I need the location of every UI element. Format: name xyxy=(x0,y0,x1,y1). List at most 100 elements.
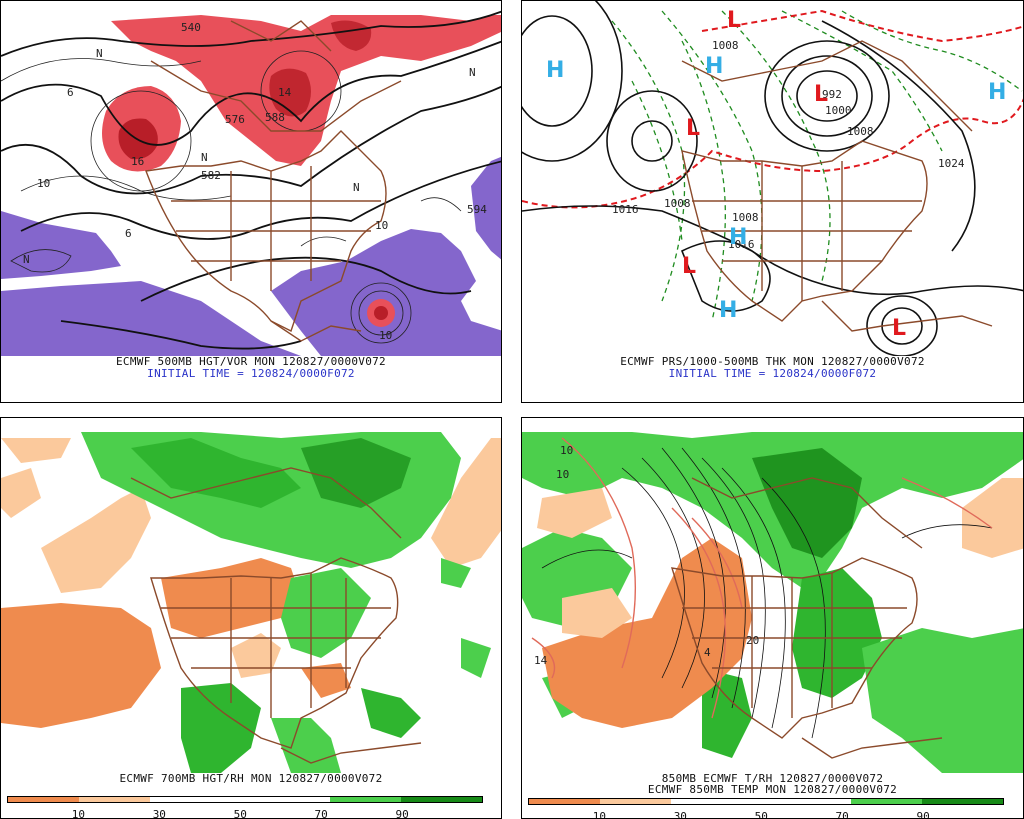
scale-tick: 70 xyxy=(835,810,849,819)
contour-label: 10 xyxy=(556,468,569,481)
moist-area xyxy=(181,683,261,773)
negative-vorticity-area xyxy=(1,211,121,279)
contour-label: 4 xyxy=(704,646,711,659)
scale-tick: 70 xyxy=(314,808,328,819)
dry-area xyxy=(301,663,351,698)
contour-label: 10 xyxy=(560,444,573,457)
panel-850mb-t-rh: 10 10 14 4 20 850MB ECMWF T/RH 120827/00… xyxy=(521,417,1024,819)
isobar-contours xyxy=(522,1,1023,356)
scale-tick: 90 xyxy=(916,810,930,819)
contour-label: 16 xyxy=(131,155,144,168)
low-pressure-marker: L xyxy=(727,8,741,33)
scale-tick: 50 xyxy=(233,808,247,819)
contour-label: N xyxy=(353,181,360,194)
moist-area xyxy=(281,568,371,658)
dry-area xyxy=(231,633,281,678)
scale-tick: 90 xyxy=(395,808,409,819)
contour-label: 10 xyxy=(379,329,392,342)
isobar-label: 992 xyxy=(822,88,842,101)
scale-tick: 10 xyxy=(71,808,86,819)
scale-tick: 30 xyxy=(152,808,166,819)
map-500mb: 540 576 582 588 594 16 14 10 6 N N N N N… xyxy=(1,1,501,356)
dry-area xyxy=(962,478,1023,558)
strong-vorticity-core xyxy=(331,20,372,51)
scale-segment-moist-light xyxy=(851,799,923,804)
isobar-label: 1008 xyxy=(712,39,739,52)
moist-area xyxy=(792,568,882,698)
contour-label: 10 xyxy=(37,177,50,190)
dry-area xyxy=(562,588,632,638)
dry-area xyxy=(1,603,161,728)
contour-label: 582 xyxy=(201,169,221,182)
isobar-label: 1016 xyxy=(612,203,639,216)
dry-area xyxy=(537,488,612,538)
scale-segment-neutral xyxy=(671,799,852,804)
panel-prs-thickness: 1016 1008 1008 1016 1000 1008 1024 992 1… xyxy=(521,0,1024,403)
moist-area xyxy=(301,438,411,508)
isobar-label: 1008 xyxy=(847,125,874,138)
scale-segment-moist-light xyxy=(330,797,402,802)
high-pressure-marker: H xyxy=(988,80,1006,105)
dry-area xyxy=(41,488,151,593)
map-prs-thickness: 1016 1008 1008 1016 1000 1008 1024 992 1… xyxy=(522,1,1023,356)
moist-area xyxy=(131,438,301,508)
initial-time-caption: INITIAL TIME = 120824/0000F072 xyxy=(668,367,877,380)
isobar-label: 1008 xyxy=(732,211,759,224)
high-pressure-marker: H xyxy=(719,298,737,323)
isobar-label: 1024 xyxy=(938,157,965,170)
geographic-boundaries xyxy=(145,20,402,342)
scale-segment-dry xyxy=(529,799,601,804)
scale-segment-moist xyxy=(922,799,1003,804)
temperature-contours-warm xyxy=(531,437,993,719)
contour-label: 20 xyxy=(746,634,759,647)
moist-area xyxy=(522,432,1023,588)
negative-vorticity-area xyxy=(1,281,301,356)
moist-area xyxy=(441,558,471,588)
hurricane-vorticity-core xyxy=(374,306,388,320)
high-pressure-marker: H xyxy=(729,225,747,250)
scale-segment-dry-light xyxy=(600,799,672,804)
panel-500mb-hgt-vor: 540 576 582 588 594 16 14 10 6 N N N N N… xyxy=(0,0,502,403)
contour-label: N xyxy=(469,66,476,79)
initial-time-caption: INITIAL TIME = 120824/0000F072 xyxy=(147,367,355,380)
dry-area xyxy=(1,438,71,463)
negative-vorticity-area xyxy=(271,229,501,356)
contour-label: N xyxy=(23,253,30,266)
dry-area xyxy=(1,468,41,518)
contour-label: 576 xyxy=(225,113,245,126)
geographic-boundaries xyxy=(681,40,993,332)
scale-segment-dry xyxy=(8,797,80,802)
panel-caption-secondary: ECMWF 850MB TEMP MON 120827/0000V072 xyxy=(647,783,898,796)
dry-area xyxy=(542,538,752,728)
contour-label: 594 xyxy=(467,203,487,216)
rh-color-scale: 10 30 50 70 90 xyxy=(528,798,1004,819)
low-pressure-marker: L xyxy=(892,316,906,341)
isobar-label: 1016 xyxy=(728,238,755,251)
contour-label: N xyxy=(201,151,208,164)
rh-color-scale: 10 30 50 70 90 xyxy=(7,796,483,819)
panel-700mb-hgt-rh: ECMWF 700MB HGT/RH MON 120827/0000V072 1… xyxy=(0,417,502,819)
map-700mb xyxy=(1,418,501,773)
contour-label: 540 xyxy=(181,21,201,34)
scale-segment-moist xyxy=(401,797,482,802)
contour-label: 588 xyxy=(265,111,285,124)
negative-vorticity-area xyxy=(471,156,501,260)
contour-label: 10 xyxy=(375,219,388,232)
scale-segment-dry-light xyxy=(79,797,151,802)
scale-tick: 10 xyxy=(592,810,607,819)
scale-tick: 30 xyxy=(673,810,687,819)
scale-tick: 50 xyxy=(754,810,768,819)
geographic-boundaries xyxy=(130,467,422,764)
contour-label: 6 xyxy=(67,86,74,99)
geographic-boundaries xyxy=(671,477,943,759)
high-pressure-marker: H xyxy=(705,54,723,79)
contour-label: N xyxy=(96,47,103,60)
moist-area xyxy=(862,628,1023,773)
thickness-contours-red xyxy=(522,9,1023,209)
high-pressure-marker: H xyxy=(546,58,564,83)
map-850mb: 10 10 14 4 20 xyxy=(522,418,1023,773)
moist-area xyxy=(702,668,752,758)
dry-area xyxy=(431,438,501,568)
low-pressure-marker: L xyxy=(682,254,696,279)
low-pressure-marker: L xyxy=(814,82,828,107)
